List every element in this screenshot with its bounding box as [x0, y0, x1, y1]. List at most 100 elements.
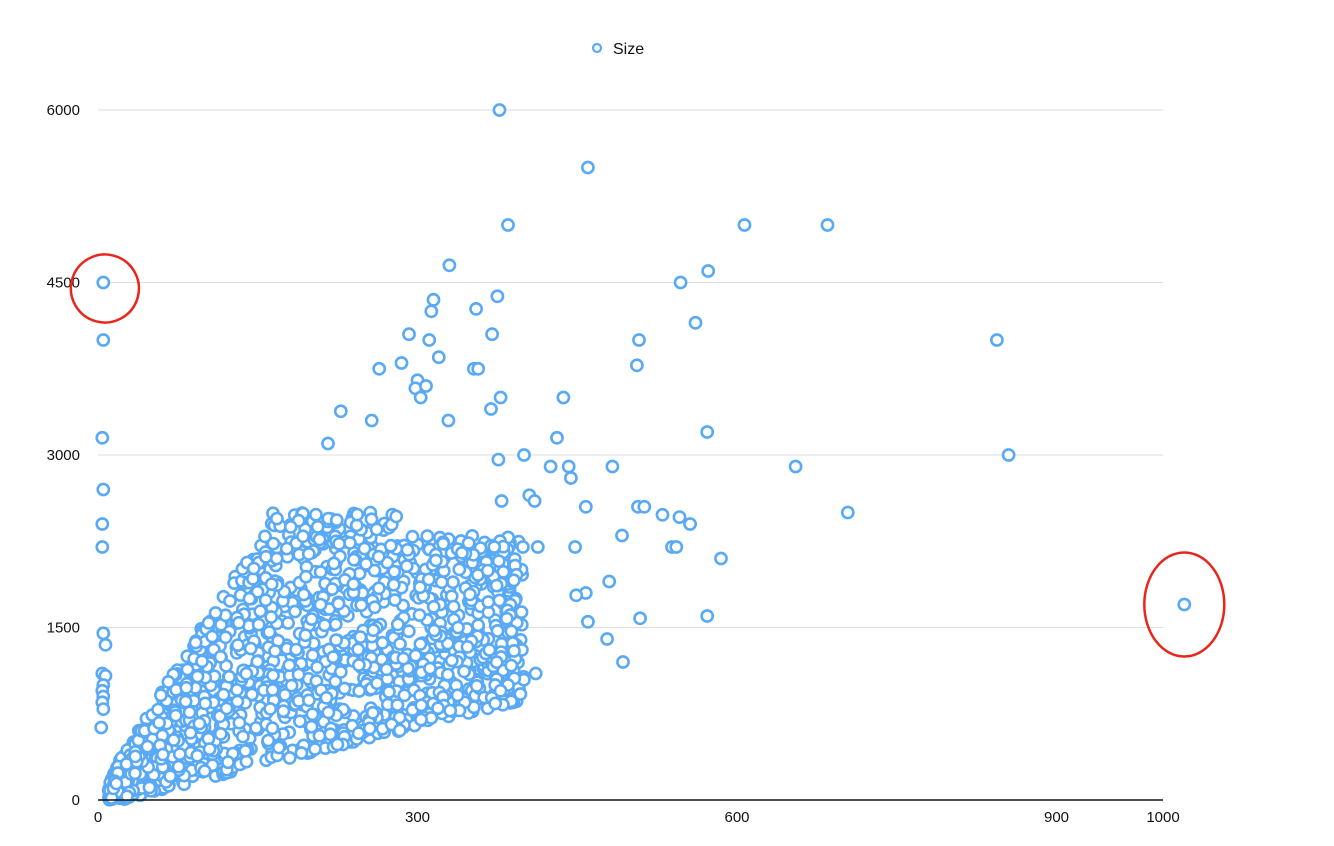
x-tick-label: 900	[1044, 809, 1069, 826]
data-point	[183, 725, 198, 740]
data-point	[426, 292, 441, 307]
data-point	[460, 640, 475, 654]
data-point	[504, 624, 519, 639]
data-point	[313, 565, 328, 579]
data-point	[222, 669, 237, 684]
data-point	[605, 459, 620, 474]
data-point	[98, 637, 113, 652]
data-point	[393, 637, 407, 651]
data-point	[350, 507, 365, 522]
data-point	[578, 499, 593, 514]
data-point	[390, 698, 405, 712]
data-point	[352, 684, 367, 698]
data-point	[326, 556, 341, 571]
data-point	[457, 664, 471, 679]
data-point	[366, 623, 381, 638]
data-point	[283, 520, 298, 534]
data-point	[386, 577, 401, 592]
data-point	[351, 726, 366, 741]
data-point	[305, 648, 320, 663]
data-point	[516, 540, 530, 554]
data-point	[264, 577, 279, 591]
data-point	[292, 714, 307, 729]
data-point	[265, 683, 280, 697]
data-point	[152, 715, 166, 730]
legend: Size	[591, 41, 644, 58]
data-point	[452, 562, 467, 577]
data-point	[701, 264, 716, 278]
data-point	[370, 676, 384, 691]
data-point	[213, 649, 228, 664]
data-point	[317, 618, 332, 633]
data-point	[840, 505, 855, 520]
data-point	[313, 597, 328, 612]
data-point	[263, 702, 278, 716]
data-point	[308, 507, 323, 522]
data-point	[351, 658, 366, 672]
data-point	[412, 608, 427, 622]
data-point	[491, 452, 506, 467]
data-point	[469, 301, 483, 316]
data-point	[278, 687, 292, 702]
data-point	[359, 557, 373, 571]
data-point	[492, 103, 507, 117]
data-point	[490, 624, 505, 638]
data-point	[279, 541, 294, 556]
data-point	[413, 580, 427, 595]
data-point	[357, 541, 372, 556]
data-point	[392, 723, 407, 738]
data-point	[329, 633, 343, 647]
data-point	[362, 721, 377, 736]
data-point	[219, 701, 234, 716]
x-tick-label: 300	[405, 809, 430, 826]
data-point	[246, 561, 261, 576]
data-point	[198, 696, 213, 711]
data-point	[482, 643, 497, 657]
data-point	[493, 390, 508, 405]
data-point	[637, 499, 652, 514]
data-point	[96, 702, 111, 716]
data-point	[615, 528, 629, 543]
data-point	[1177, 597, 1192, 612]
data-point	[161, 675, 176, 689]
data-point	[243, 641, 258, 656]
data-point	[120, 789, 134, 804]
data-point	[517, 448, 531, 462]
data-point	[180, 662, 195, 677]
data-point	[96, 482, 111, 497]
data-point	[581, 160, 595, 175]
data-point	[672, 510, 687, 524]
data-point	[484, 402, 498, 416]
data-point	[471, 618, 485, 633]
data-point	[264, 610, 279, 624]
data-point	[371, 549, 386, 564]
data-point	[383, 538, 398, 553]
annotation-circles	[69, 253, 1226, 658]
data-point	[507, 644, 521, 658]
data-point	[332, 536, 346, 551]
data-point	[281, 616, 295, 630]
data-point	[269, 511, 284, 526]
gridlines	[98, 109, 1163, 628]
data-point	[262, 625, 277, 639]
x-tick-label: 0	[94, 809, 102, 826]
data-point	[569, 588, 584, 603]
data-point	[301, 693, 316, 708]
data-point	[481, 595, 496, 609]
data-point	[321, 705, 336, 720]
data-point	[556, 390, 571, 405]
data-point	[305, 707, 320, 722]
data-point	[171, 759, 186, 774]
data-point	[208, 606, 223, 620]
data-point	[669, 540, 684, 554]
data-point	[700, 609, 715, 623]
data-point	[94, 720, 109, 735]
data-point	[323, 727, 338, 742]
data-point	[396, 651, 411, 666]
data-point	[291, 667, 306, 682]
data-point	[394, 356, 409, 370]
data-point	[405, 529, 420, 544]
data-point	[96, 333, 111, 347]
data-point	[389, 509, 404, 524]
data-point	[431, 350, 446, 365]
